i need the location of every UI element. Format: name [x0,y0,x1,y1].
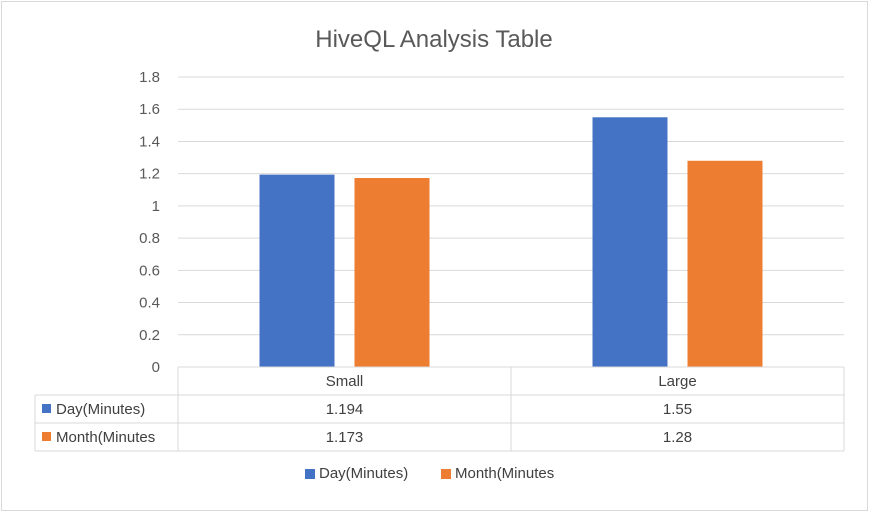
y-tick-label-9: 1.8 [139,69,160,86]
table-header-large: Large [658,373,696,390]
bars [259,117,763,368]
y-axis-ticks: 0 0.2 0.4 0.6 0.8 1 1.2 1.4 1.6 1.8 [139,69,160,376]
table-series-name-1: Month(Minutes [56,429,155,446]
chart-title: HiveQL Analysis Table [315,26,552,53]
y-tick-label-8: 1.6 [139,101,160,118]
table-value-1-0: 1.173 [326,429,364,446]
y-tick-label-7: 1.4 [139,133,160,150]
y-tick-label-3: 0.6 [139,262,160,279]
table-series-name-0: Day(Minutes) [56,401,145,418]
y-tick-label-1: 0.2 [139,327,160,344]
legend-swatch-1 [441,469,451,479]
table-swatch-1 [42,432,51,441]
table-header-small: Small [326,373,364,390]
table-value-0-1: 1.55 [663,401,692,418]
y-tick-label-2: 0.4 [139,295,160,312]
bar-large-series-1 [687,160,763,367]
bar-small-series-0 [259,174,335,367]
bar-small-series-1 [354,178,430,367]
y-tick-label-0: 0 [152,359,160,376]
table-swatch-0 [42,404,51,413]
legend: Day(Minutes) Month(Minutes [305,465,554,482]
legend-swatch-0 [305,469,315,479]
y-tick-label-4: 0.8 [139,230,160,247]
table-value-1-1: 1.28 [663,429,692,446]
data-table: Small Large Day(Minutes) 1.194 1.55 Month(Min… [34,366,845,452]
y-tick-label-6: 1.2 [139,166,160,183]
table-value-0-0: 1.194 [326,401,364,418]
y-tick-label-5: 1 [152,198,160,215]
bar-large-series-0 [592,117,668,368]
legend-label-0: Day(Minutes) [319,465,408,482]
legend-label-1: Month(Minutes [455,465,554,482]
